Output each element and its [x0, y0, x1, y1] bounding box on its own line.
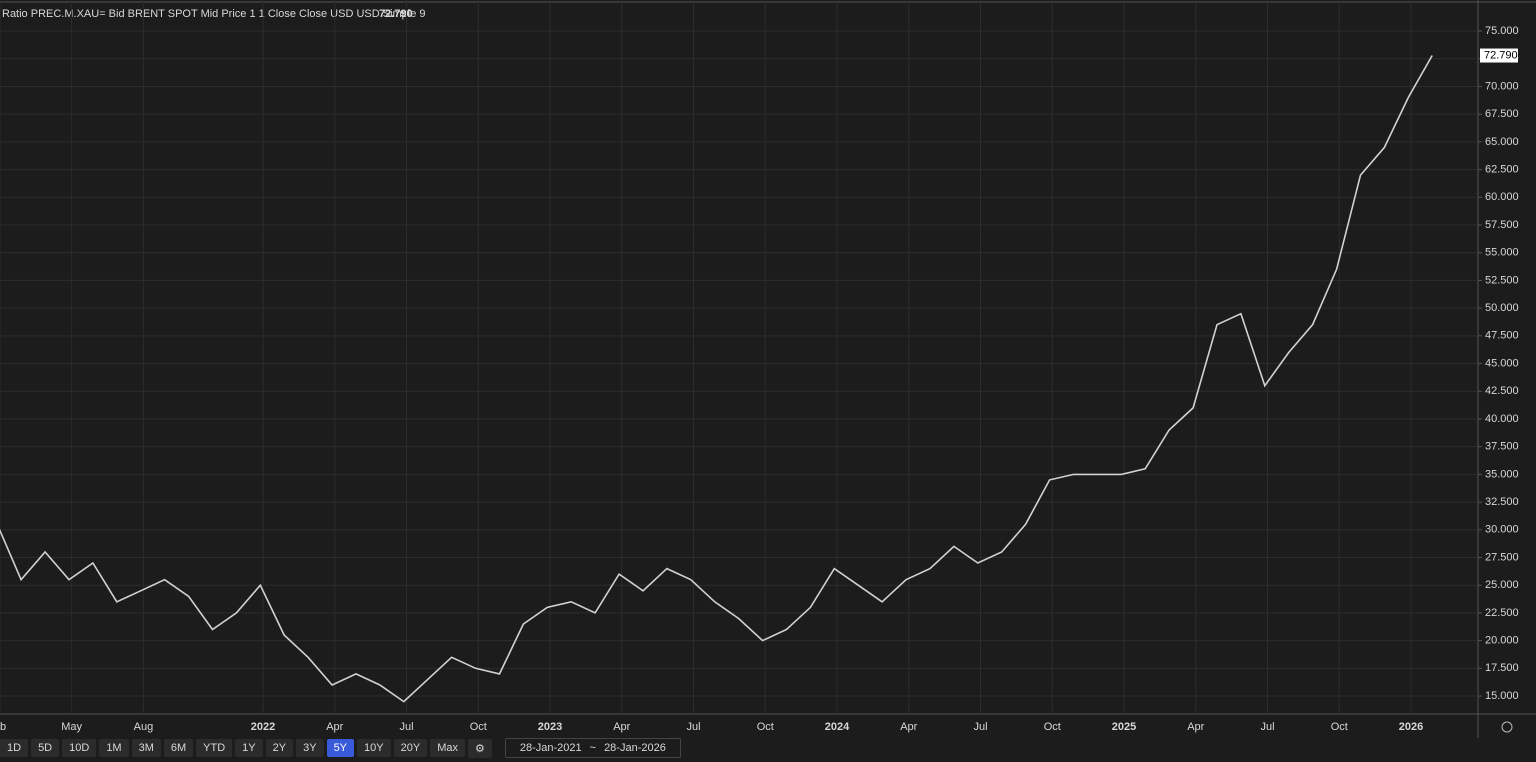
y-tick-label: 30.000	[1485, 524, 1519, 536]
x-tick-label: 2026	[1399, 721, 1423, 733]
range-button[interactable]: 1M	[99, 739, 129, 757]
toolbar: 1D 5D 10D 1M 3M 6M YTD 1Y 2Y 3Y 5Y 10Y 20Y Max ⚙ 28-Jan…	[0, 738, 681, 758]
range-button[interactable]: 2Y	[265, 739, 294, 757]
x-tick-label: Oct	[470, 721, 487, 733]
y-tick-label: 50.000	[1485, 302, 1519, 314]
y-tick-label: 20.000	[1485, 635, 1519, 647]
range-button[interactable]: 20Y	[393, 739, 428, 757]
y-tick-label: 37.500	[1485, 441, 1519, 453]
y-tick-label: 27.500	[1485, 551, 1519, 563]
range-button[interactable]: 1D	[0, 739, 29, 757]
title-value: 72.790	[379, 8, 413, 20]
x-tick-label: Apr	[1187, 721, 1204, 733]
range-button[interactable]: 10Y	[357, 739, 391, 757]
x-tick-label: Jul	[399, 721, 413, 733]
x-tick-label: Jul	[686, 721, 700, 733]
x-tick-label: Apr	[326, 721, 343, 733]
x-tick-label: 2024	[825, 721, 850, 733]
x-tick-label: Apr	[613, 721, 630, 733]
y-tick-label: 70.000	[1485, 80, 1519, 92]
y-tick-label: 35.000	[1485, 468, 1519, 480]
y-tick-label: 75.000	[1485, 25, 1519, 37]
date-start: 28-Jan-2021	[519, 742, 582, 754]
range-button[interactable]: 3Y	[296, 739, 324, 757]
range-button[interactable]: 10D	[62, 739, 97, 757]
y-tick-label: 55.000	[1485, 247, 1519, 259]
x-tick-label: May	[61, 721, 82, 733]
last-value-label: 72.790	[1484, 49, 1518, 61]
y-tick-label: 52.500	[1485, 274, 1519, 286]
y-tick-label: 62.500	[1485, 163, 1519, 175]
y-tick-label: 60.000	[1485, 191, 1519, 203]
x-tick-label: Jul	[1260, 721, 1274, 733]
y-tick-label: 25.000	[1485, 579, 1519, 591]
chart-title: Ratio PREC.M.XAU= Bid BRENT SPOT Mid Pri…	[2, 8, 426, 20]
y-tick-label: 15.000	[1485, 690, 1519, 702]
settings-button[interactable]: ⚙	[467, 738, 492, 758]
date-end: 28-Jan-2026	[604, 742, 666, 754]
range-button[interactable]: Max	[430, 739, 465, 757]
date-range[interactable]: 28-Jan-2021 ~28-Jan-2026	[504, 738, 681, 758]
y-tick-label: 40.000	[1485, 413, 1519, 425]
x-tick-label: Oct	[1331, 721, 1348, 733]
x-tick-label: Jul	[973, 721, 987, 733]
range-button[interactable]: 6M	[163, 739, 194, 757]
x-tick-label: Oct	[1044, 721, 1061, 733]
line-series	[0, 55, 1433, 703]
x-tick-label: Oct	[757, 721, 774, 733]
x-tick-label: Aug	[134, 721, 154, 733]
last-value-box	[1480, 48, 1518, 63]
x-tick-label: 2023	[538, 721, 562, 733]
y-tick-label: 47.500	[1485, 330, 1519, 342]
x-tick-label: 2025	[1112, 721, 1136, 733]
range-button[interactable]: 5D	[31, 739, 60, 757]
range-button[interactable]: 1Y	[235, 739, 263, 757]
settings-icon[interactable]	[1501, 721, 1513, 733]
range-button[interactable]: 3M	[131, 739, 161, 757]
y-tick-label: 42.500	[1485, 385, 1519, 397]
range-button[interactable]: YTD	[196, 739, 233, 757]
range-button[interactable]: 5Y	[326, 739, 355, 757]
y-tick-label: 45.000	[1485, 357, 1519, 369]
grid	[0, 0, 1478, 714]
x-tick-label: 2022	[251, 721, 275, 733]
y-tick-label: 65.000	[1485, 136, 1519, 148]
y-tick-label: 22.500	[1485, 607, 1519, 619]
y-tick-label: 32.500	[1485, 496, 1519, 508]
y-tick-label: 67.500	[1485, 108, 1519, 120]
x-tick-label: Apr	[900, 721, 917, 733]
y-tick-label: 17.500	[1485, 662, 1519, 674]
date-separator: ~	[589, 742, 597, 754]
y-tick-label: 57.500	[1485, 219, 1519, 231]
x-tick-label: b	[0, 721, 6, 733]
